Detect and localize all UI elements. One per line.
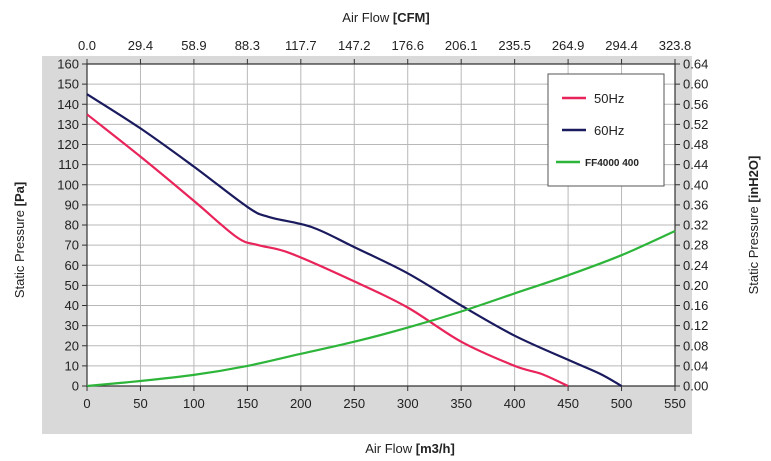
left-tick-label: 10: [65, 358, 79, 373]
top-tick-label: 147.2: [338, 38, 371, 53]
right-tick-label: 0.16: [683, 298, 708, 313]
right-axis-title-label: Static Pressure: [746, 206, 761, 294]
left-axis-ticks: 0 10 20 30 40 50 60 70 80 90 100 110 120 130 140 150 160: [57, 57, 87, 394]
left-tick-label: 130: [57, 117, 79, 132]
series-line-50hz: [86, 113, 569, 388]
left-axis-title: Static Pressure [Pa]: [12, 182, 27, 298]
right-tick-label: 0.32: [683, 218, 708, 233]
right-tick-label: 0.20: [683, 278, 708, 293]
left-tick-label: 50: [65, 278, 79, 293]
bottom-tick-label: 400: [504, 396, 526, 411]
bottom-tick-label: 50: [133, 396, 147, 411]
legend-label-60hz: 60Hz: [594, 123, 624, 138]
series-line-ff4000-400: [86, 230, 676, 388]
left-tick-label: 30: [65, 318, 79, 333]
legend-label-50hz: 50Hz: [594, 91, 624, 106]
left-tick-label: 110: [58, 157, 79, 172]
right-axis-title: Static Pressure [inH2O]: [746, 156, 761, 295]
legend-box: [547, 73, 665, 187]
top-axis-title-unit: [CFM]: [393, 10, 430, 25]
top-tick-label: 29.4: [128, 38, 153, 53]
left-tick-label: 80: [65, 218, 79, 233]
left-tick-label: 90: [65, 197, 79, 212]
right-tick-label: 0.08: [683, 338, 708, 353]
top-tick-label: 323.8: [659, 38, 692, 53]
top-tick-label: 88.3: [235, 38, 260, 53]
right-tick-label: 0.44: [683, 157, 708, 172]
left-tick-label: 20: [65, 338, 79, 353]
bottom-tick-label: 450: [557, 396, 579, 411]
left-tick-label: 60: [65, 258, 79, 273]
left-tick-label: 140: [57, 97, 79, 112]
top-axis-ticks: 0.0 29.4 58.9 88.3 117.7 147.2 176.6 206.1 235.5…: [78, 38, 691, 64]
series-lines: [86, 93, 676, 388]
bottom-axis-title-label: Air Flow: [365, 441, 413, 456]
right-tick-label: 0.28: [683, 238, 708, 253]
bottom-tick-label: 150: [237, 396, 259, 411]
bottom-axis-title-unit: [m3/h]: [416, 441, 455, 456]
bottom-axis-title: Air Flow [m3/h]: [365, 441, 455, 456]
left-axis-title-unit: [Pa]: [12, 182, 27, 207]
left-tick-label: 150: [57, 77, 79, 92]
top-tick-label: 0.0: [78, 38, 96, 53]
legend-label-ff4000: FF4000 400: [585, 158, 639, 169]
right-tick-label: 0.60: [683, 77, 708, 92]
right-tick-label: 0.12: [683, 318, 708, 333]
right-tick-label: 0.64: [683, 57, 708, 72]
top-tick-label: 235.5: [498, 38, 531, 53]
right-tick-label: 0.04: [683, 358, 708, 373]
bottom-tick-label: 200: [290, 396, 312, 411]
left-tick-label: 40: [65, 298, 79, 313]
top-tick-label: 264.9: [552, 38, 585, 53]
right-tick-label: 0.52: [683, 117, 708, 132]
top-tick-label: 58.9: [181, 38, 206, 53]
bottom-tick-label: 550: [664, 396, 686, 411]
right-axis-title-unit: [inH2O]: [746, 156, 761, 203]
right-axis-ticks: 0.00 0.04 0.08 0.12 0.16 0.20 0.24 0.28 0.32 0.36…: [675, 57, 708, 394]
bottom-tick-label: 500: [611, 396, 633, 411]
right-tick-label: 0.48: [683, 137, 708, 152]
left-tick-label: 100: [57, 177, 79, 192]
legend: 50Hz 60Hz FF4000 400: [547, 73, 665, 187]
bottom-tick-label: 250: [343, 396, 365, 411]
left-tick-label: 0: [72, 379, 79, 394]
left-tick-label: 70: [65, 238, 79, 253]
top-axis-title-label: Air Flow: [342, 10, 390, 25]
bottom-tick-label: 350: [450, 396, 472, 411]
right-tick-label: 0.00: [683, 379, 708, 394]
bottom-tick-label: 0: [83, 396, 90, 411]
series-line-60hz: [86, 93, 623, 387]
left-axis-title-label: Static Pressure: [12, 210, 27, 298]
right-tick-label: 0.36: [683, 197, 708, 212]
bottom-axis-ticks: 0 50 100 150 200 250 300 350 400 450 500 550: [83, 386, 686, 411]
top-tick-label: 176.6: [391, 38, 424, 53]
right-tick-label: 0.24: [683, 258, 708, 273]
top-axis-title: Air Flow [CFM]: [342, 10, 429, 25]
left-tick-label: 160: [57, 57, 79, 72]
left-tick-label: 120: [57, 137, 79, 152]
bottom-tick-label: 100: [183, 396, 205, 411]
right-tick-label: 0.40: [683, 177, 708, 192]
top-tick-label: 294.4: [605, 38, 638, 53]
right-tick-label: 0.56: [683, 97, 708, 112]
top-tick-label: 206.1: [445, 38, 478, 53]
top-tick-label: 117.7: [285, 38, 317, 53]
bottom-tick-label: 300: [397, 396, 419, 411]
